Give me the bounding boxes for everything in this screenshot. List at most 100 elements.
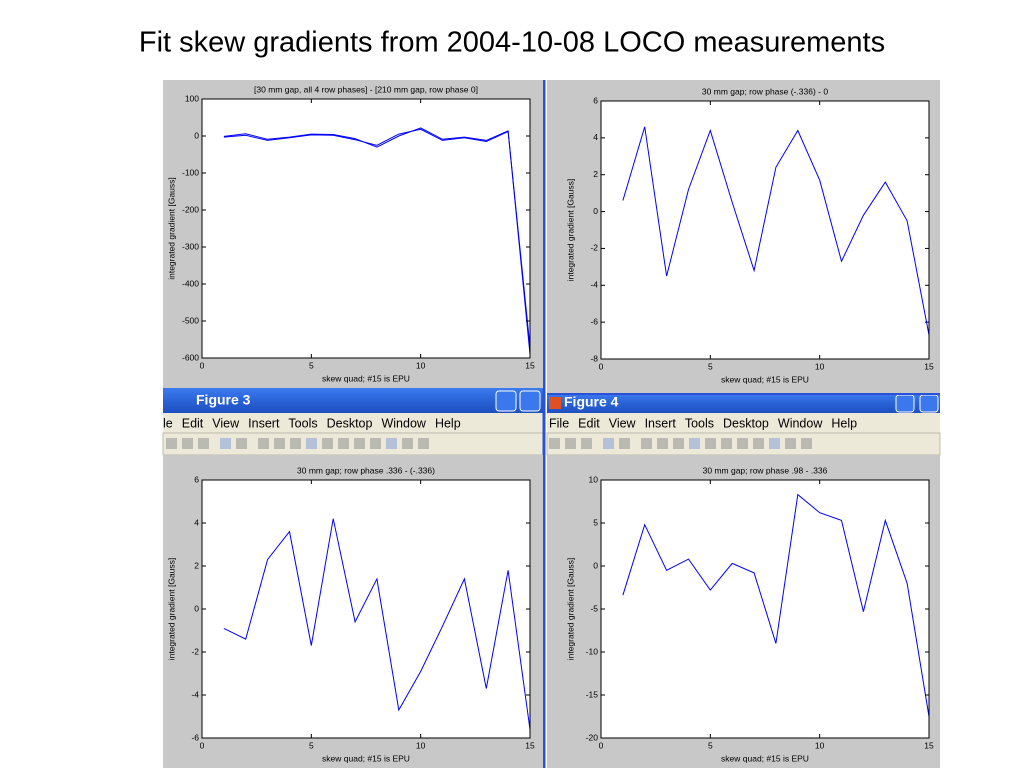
minimize-button[interactable] [895, 394, 915, 413]
toolbar-button[interactable] [581, 438, 592, 449]
toolbar-button[interactable] [673, 438, 684, 449]
menu-item[interactable]: Window [381, 416, 426, 430]
plot-area [601, 101, 929, 359]
x-tick-label: 15 [525, 740, 535, 750]
y-tick-label: -2 [191, 646, 199, 656]
toolbar-button[interactable] [236, 438, 247, 449]
toolbar-button[interactable] [769, 438, 780, 449]
x-tick-label: 15 [924, 361, 934, 371]
toolbar-button[interactable] [619, 438, 630, 449]
y-tick-label: -400 [182, 278, 199, 288]
menus: le Edit View Insert Tools Desktop Window Help Fi… [163, 416, 857, 430]
toolbar-button[interactable] [182, 438, 193, 449]
toolbar-button[interactable] [753, 438, 764, 449]
x-tick-label: 10 [416, 740, 426, 750]
menu-item[interactable]: Help [831, 416, 857, 430]
x-tick-label: 5 [708, 361, 713, 371]
menu-item[interactable]: le [163, 416, 173, 430]
x-tick-label: 5 [708, 740, 713, 750]
menu-item[interactable]: Insert [248, 416, 280, 430]
toolbar-button[interactable] [689, 438, 700, 449]
toolbar-button[interactable] [258, 438, 269, 449]
menu-item[interactable]: Edit [182, 416, 204, 430]
toolbar-button[interactable] [705, 438, 716, 449]
figure: 0 5 10 15 -8 -6 -4 -2 0 2 4 6 30 mm gap; row phase (… [547, 80, 940, 393]
axes-box [600, 100, 930, 360]
toolbar-button[interactable] [220, 438, 231, 449]
y-tick-label: -200 [182, 204, 199, 214]
y-tick-label: 4 [593, 132, 598, 142]
toolbar-button[interactable] [290, 438, 301, 449]
menu-item[interactable]: Tools [685, 416, 714, 430]
window-title: Figure 4 [564, 394, 619, 410]
toolbar-button[interactable] [354, 438, 365, 449]
window-title: Figure 3 [196, 392, 251, 408]
toolbar-button[interactable] [370, 438, 381, 449]
x-tick-label: 0 [599, 740, 604, 750]
series-group [622, 493, 929, 717]
slide-title: Fit skew gradients from 2004-10-08 LOCO … [139, 27, 885, 59]
toolbar-button[interactable] [418, 438, 429, 449]
toolbar-button[interactable] [565, 438, 576, 449]
y-tick-label: -4 [191, 689, 199, 699]
y-tick-label: -600 [182, 352, 199, 362]
x-axis-label: skew quad; #15 is EPU [721, 374, 809, 384]
plot-area [202, 480, 530, 738]
toolbar-button[interactable] [274, 438, 285, 449]
minimize-button[interactable] [495, 390, 517, 412]
menu-item[interactable]: View [609, 416, 637, 430]
y-tick-label: 0 [194, 603, 199, 613]
toolbar-button[interactable] [737, 438, 748, 449]
y-tick-label: -15 [586, 689, 599, 699]
menu-item[interactable]: Desktop [723, 416, 769, 430]
toolbar-icons [166, 438, 812, 449]
menu-item[interactable]: Insert [645, 416, 677, 430]
toolbar-button[interactable] [801, 438, 812, 449]
menu-item[interactable]: View [212, 416, 240, 430]
menu-item[interactable]: Window [778, 416, 823, 430]
x-axis-label: skew quad; #15 is EPU [322, 753, 410, 763]
series-group [223, 127, 530, 355]
toolbar-button[interactable] [785, 438, 796, 449]
toolbar-button[interactable] [198, 438, 209, 449]
toolbar-button[interactable] [657, 438, 668, 449]
maximize-button[interactable] [519, 390, 541, 412]
menu-item[interactable]: Tools [288, 416, 317, 430]
plot-area [202, 99, 530, 358]
toolbar-button[interactable] [549, 438, 560, 449]
x-axis-label: skew quad; #15 is EPU [322, 373, 410, 383]
x-tick-label: 5 [309, 360, 314, 370]
y-axis-label: integrated gradient [Gauss] [166, 177, 176, 280]
y-tick-label: 2 [194, 560, 199, 570]
y-tick-label: -4 [590, 280, 598, 290]
toolbar-button[interactable] [721, 438, 732, 449]
y-tick-label: 10 [589, 474, 599, 484]
series-group [223, 518, 530, 730]
toolbar-button[interactable] [166, 438, 177, 449]
axes-box [201, 98, 531, 359]
data-line [622, 126, 929, 336]
y-tick-label: -5 [590, 603, 598, 613]
menu-item[interactable]: Desktop [327, 416, 373, 430]
figure: 0 5 10 15 -6 -4 -2 0 2 4 6 30 mm gap; row phase .33… [163, 455, 543, 768]
y-tick-label: 100 [185, 93, 199, 103]
title-bar [547, 393, 940, 413]
y-tick-label: -6 [191, 732, 199, 742]
toolbar-button[interactable] [306, 438, 317, 449]
toolbar-button[interactable] [402, 438, 413, 449]
toolbar-button[interactable] [641, 438, 652, 449]
toolbar-button[interactable] [386, 438, 397, 449]
x-tick-label: 10 [815, 740, 825, 750]
y-tick-label: 2 [593, 169, 598, 179]
toolbar-button[interactable] [338, 438, 349, 449]
y-tick-label: 6 [194, 474, 199, 484]
y-axis-label: integrated gradient [Gauss] [565, 179, 575, 282]
menu-item[interactable]: File [549, 416, 569, 430]
title-bar [163, 388, 543, 413]
toolbar-button[interactable] [603, 438, 614, 449]
toolbar-button[interactable] [322, 438, 333, 449]
menu-item[interactable]: Help [435, 416, 461, 430]
menu-item[interactable]: Edit [578, 416, 600, 430]
maximize-button[interactable] [919, 394, 939, 413]
